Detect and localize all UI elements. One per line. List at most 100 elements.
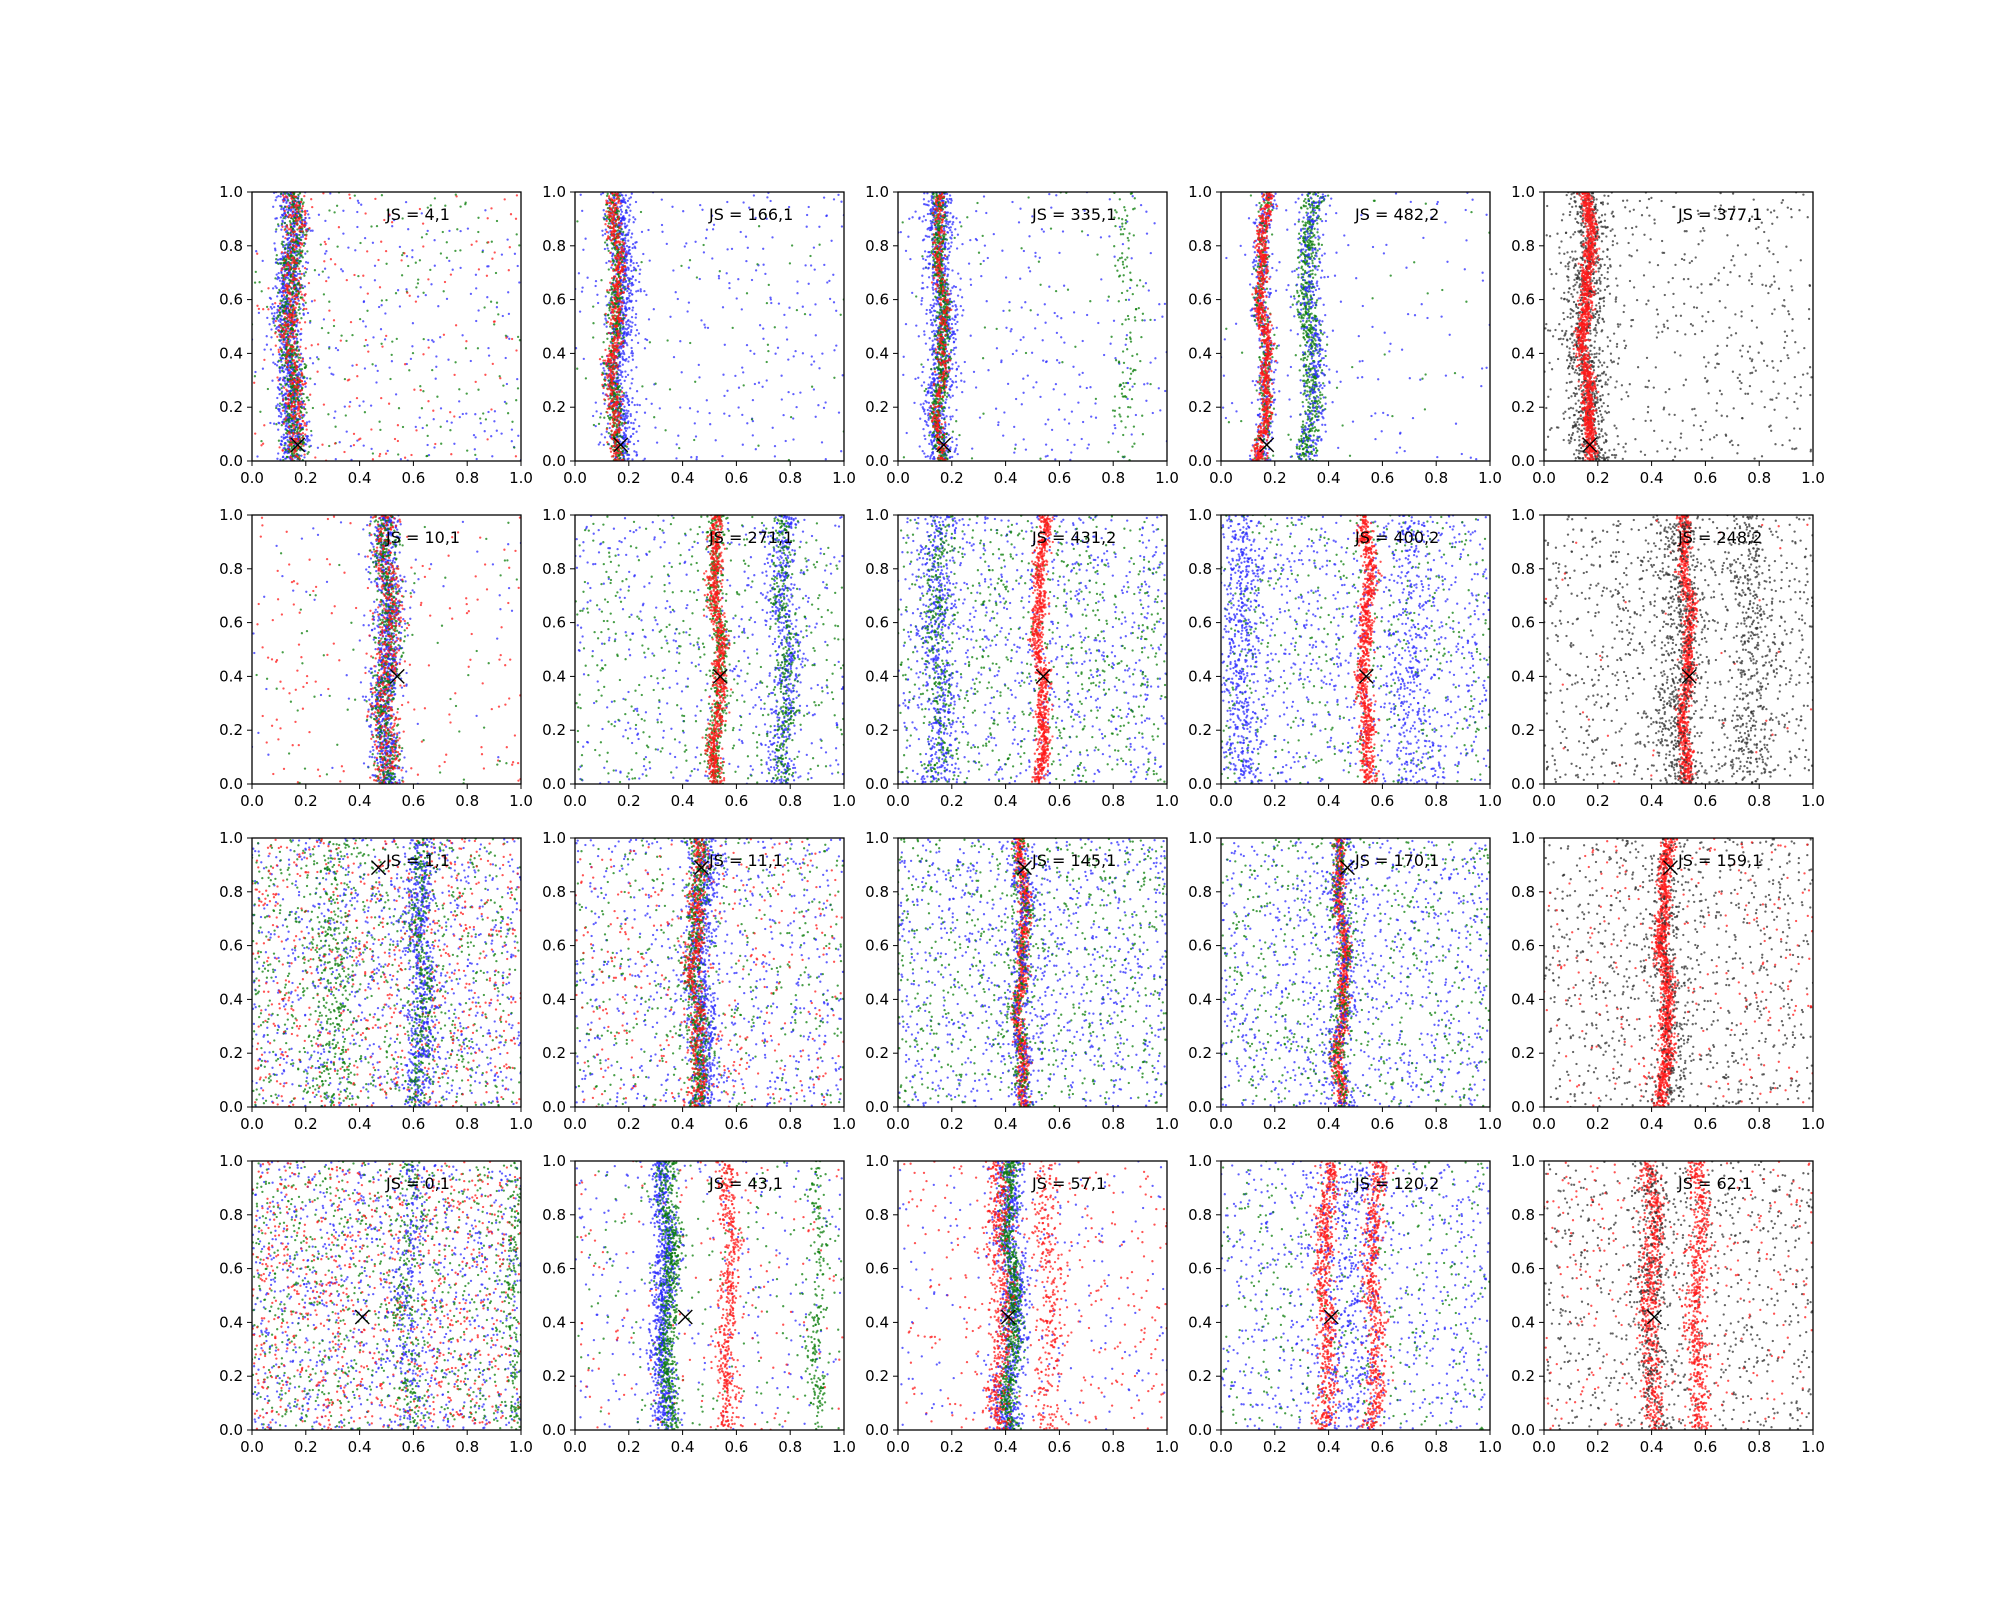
scatter-point [487, 354, 491, 357]
scatter-point [486, 438, 489, 441]
scatter-point [615, 371, 618, 374]
scatter-point [619, 416, 622, 419]
scatter-point [799, 391, 802, 394]
scatter-point [613, 389, 616, 392]
scatter-point [298, 312, 301, 315]
scatter-point [274, 344, 277, 347]
scatter-point [631, 352, 635, 355]
scatter-point [751, 434, 754, 437]
scatter-point [577, 272, 581, 275]
scatter-point [430, 283, 433, 286]
scatter-point [390, 353, 393, 357]
scatter-point [289, 456, 292, 459]
scatter-point [591, 414, 595, 418]
scatter-point [281, 357, 284, 360]
scatter-point [296, 393, 299, 397]
scatter-point [477, 309, 480, 312]
scatter-point [291, 415, 294, 419]
scatter-point [812, 360, 816, 363]
scatter-point [602, 443, 605, 447]
scatter-point [308, 439, 311, 442]
scatter-point [647, 228, 650, 232]
scatter-point [282, 422, 285, 425]
scatter-point [283, 295, 286, 299]
scatter-point [518, 281, 521, 284]
scatter-point [629, 320, 632, 323]
scatter-point [813, 268, 816, 271]
scatter-point [288, 318, 291, 322]
scatter-point [397, 407, 401, 410]
scatter-point [303, 366, 307, 369]
scatter-point [756, 263, 759, 266]
scatter-point [286, 305, 290, 308]
scatter-point [626, 397, 629, 400]
scatter-point [287, 401, 290, 404]
scatter-point [483, 306, 486, 309]
scatter-point [285, 431, 288, 435]
scatter-point [293, 250, 296, 253]
scatter-point [283, 268, 286, 271]
scatter-point [284, 448, 287, 451]
scatter-point [694, 240, 697, 243]
scatter-point [324, 252, 327, 255]
scatter-point [605, 361, 608, 365]
scatter-point [578, 310, 582, 313]
scatter-point [608, 196, 611, 200]
scatter-point [364, 212, 367, 215]
scatter-point [258, 281, 261, 284]
scatter-point [723, 412, 726, 415]
scatter-point [283, 196, 286, 199]
scatter-point [289, 267, 292, 270]
scatter-point [284, 323, 287, 326]
scatter-point [282, 343, 285, 346]
scatter-point [283, 211, 287, 214]
scatter-point [841, 374, 844, 377]
scatter-point [604, 214, 607, 218]
scatter-point [623, 261, 626, 265]
scatter-point [499, 377, 502, 380]
scatter-point [272, 422, 276, 425]
scatter-point [640, 230, 644, 234]
scatter-point [293, 409, 296, 412]
scatter-point [282, 398, 285, 401]
scatter-point [620, 204, 623, 207]
scatter-point [623, 379, 626, 382]
scatter-point [294, 403, 297, 406]
scatter-point [602, 361, 606, 365]
scatter-point [627, 330, 630, 334]
scatter-point [784, 439, 787, 443]
scatter-point [293, 234, 296, 237]
scatter-point [619, 373, 623, 377]
scatter-point [422, 353, 425, 356]
scatter-point [295, 213, 298, 217]
scatter-point [632, 442, 636, 446]
scatter-point [283, 305, 286, 308]
scatter-point [294, 335, 297, 338]
scatter-point [280, 440, 284, 443]
scatter-point [299, 210, 302, 213]
scatter-point [614, 302, 617, 305]
scatter-point [621, 363, 624, 366]
scatter-point [392, 218, 396, 222]
scatter-point [630, 255, 633, 258]
scatter-point [617, 329, 620, 332]
scatter-point [625, 323, 628, 326]
scatter-point [487, 265, 490, 268]
scatter-point [491, 362, 494, 366]
scatter-point [475, 240, 478, 243]
scatter-point [286, 435, 289, 439]
scatter-point [622, 358, 625, 361]
scatter-point [304, 292, 307, 296]
scatter-point [280, 192, 283, 195]
scatter-point [613, 413, 616, 416]
scatter-point [277, 271, 280, 275]
scatter-point [281, 194, 285, 197]
scatter-point [296, 376, 299, 379]
scatter-point [427, 338, 430, 342]
scatter-point [341, 270, 344, 273]
scatter-point [773, 444, 777, 448]
scatter-point [642, 252, 645, 256]
scatter-point [609, 251, 612, 255]
scatter-point [339, 339, 342, 342]
scatter-point [627, 360, 630, 363]
